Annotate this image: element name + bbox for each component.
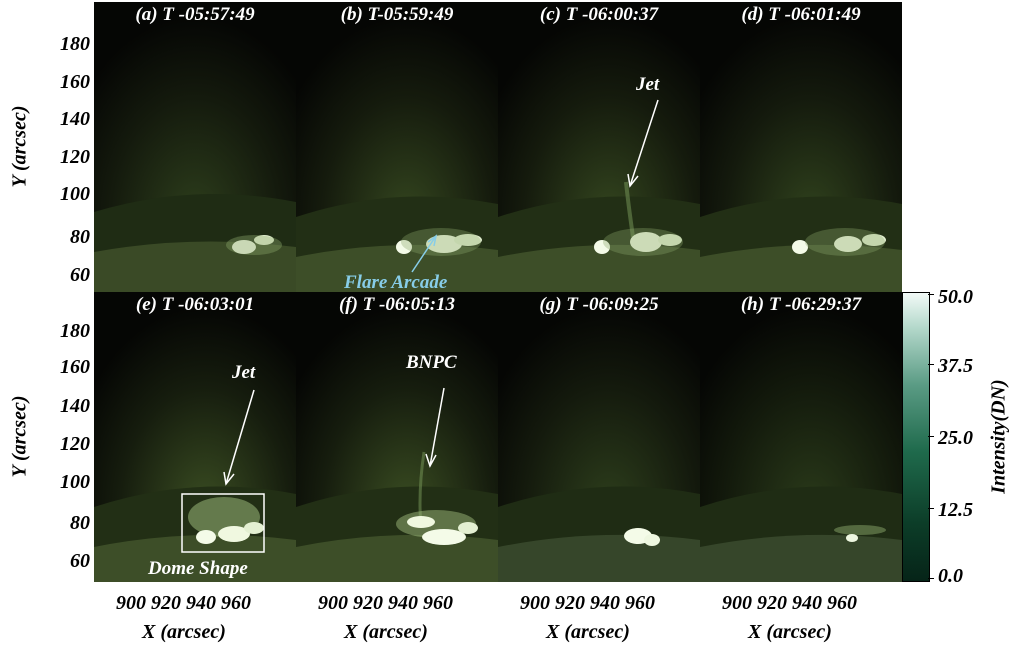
colorbar-tick-50: 50.0 [938,286,973,308]
colorbar-label: Intensity(DN) [987,379,1010,494]
ytick-bottom-80: 80 [70,512,90,534]
xlabel-col-3: X (arcsec) [546,621,630,643]
panel-c: (c) T -06:00:37 Jet [498,2,700,292]
panel-h: (h) T -06:29:37 [700,292,902,582]
ytick-bottom-60: 60 [70,550,90,572]
ytick-bottom-140: 140 [60,395,90,417]
colorbar-tick-mark [928,578,934,579]
colorbar-tick-mark [928,508,934,509]
jet-label-e: Jet [232,362,256,383]
xlabel-col-1: X (arcsec) [142,621,226,643]
panel-d: (d) T -06:01:49 [700,2,902,292]
ytick-top-120: 120 [60,146,90,168]
panel-b: (b) T-05:59:49 Flare Arcade [296,2,498,292]
panel-c-title: (c) T -06:00:37 [539,4,659,25]
xticks-col-1: 900 920 940 960 [116,592,251,614]
flare-arcade-label: Flare Arcade [344,272,448,292]
colorbar-tick-mark [928,294,934,295]
ytick-top-140: 140 [60,108,90,130]
ylabel-bottom: Y (arcsec) [8,395,31,478]
xticks-col-2: 900 920 940 960 [318,592,453,614]
ytick-bottom-180: 180 [60,320,90,342]
colorbar-tick-mark [928,364,934,365]
ytick-top-100: 100 [60,183,90,205]
panel-g-title: (g) T -06:09:25 [539,294,659,315]
panel-f: (f) T -06:05:13 BNPC [296,292,498,582]
panel-e-image [94,292,296,582]
panel-a-image [94,2,296,292]
ytick-bottom-120: 120 [60,433,90,455]
ytick-top-180: 180 [60,33,90,55]
colorbar-tick-0: 0.0 [938,565,963,587]
colorbar-tick-25: 25.0 [938,427,973,449]
ytick-bottom-100: 100 [60,471,90,493]
ylabel-top: Y (arcsec) [8,105,31,188]
panel-g: (g) T -06:09:25 [498,292,700,582]
ytick-top-160: 160 [60,71,90,93]
colorbar-tick-37-5: 37.5 [938,355,973,377]
xlabel-col-4: X (arcsec) [748,621,832,643]
panel-d-title: (d) T -06:01:49 [741,4,861,25]
xticks-col-4: 900 920 940 960 [722,592,857,614]
panel-a-title: (a) T -05:57:49 [135,4,255,25]
colorbar [902,292,930,582]
ytick-top-60: 60 [70,264,90,286]
bnpc-label: BNPC [406,352,457,373]
xticks-col-3: 900 920 940 960 [520,592,655,614]
panel-h-title: (h) T -06:29:37 [740,294,862,315]
panel-b-image [296,2,498,292]
panel-h-image [700,292,902,582]
dome-shape-label: Dome Shape [148,558,248,579]
panel-d-image [700,2,902,292]
panel-c-image [498,2,700,292]
xlabel-col-2: X (arcsec) [344,621,428,643]
panel-e-title: (e) T -06:03:01 [135,294,255,315]
panel-a: (a) T -05:57:49 [94,2,296,292]
panel-f-image [296,292,498,582]
panel-g-image [498,292,700,582]
panel-e: (e) T -06:03:01 Jet Dome Shape [94,292,296,582]
ytick-top-80: 80 [70,226,90,248]
colorbar-tick-12-5: 12.5 [938,499,973,521]
colorbar-tick-mark [928,436,934,437]
panel-f-title: (f) T -06:05:13 [338,294,456,315]
ytick-bottom-160: 160 [60,356,90,378]
jet-label-c: Jet [636,74,660,95]
panel-b-title: (b) T-05:59:49 [340,4,454,25]
